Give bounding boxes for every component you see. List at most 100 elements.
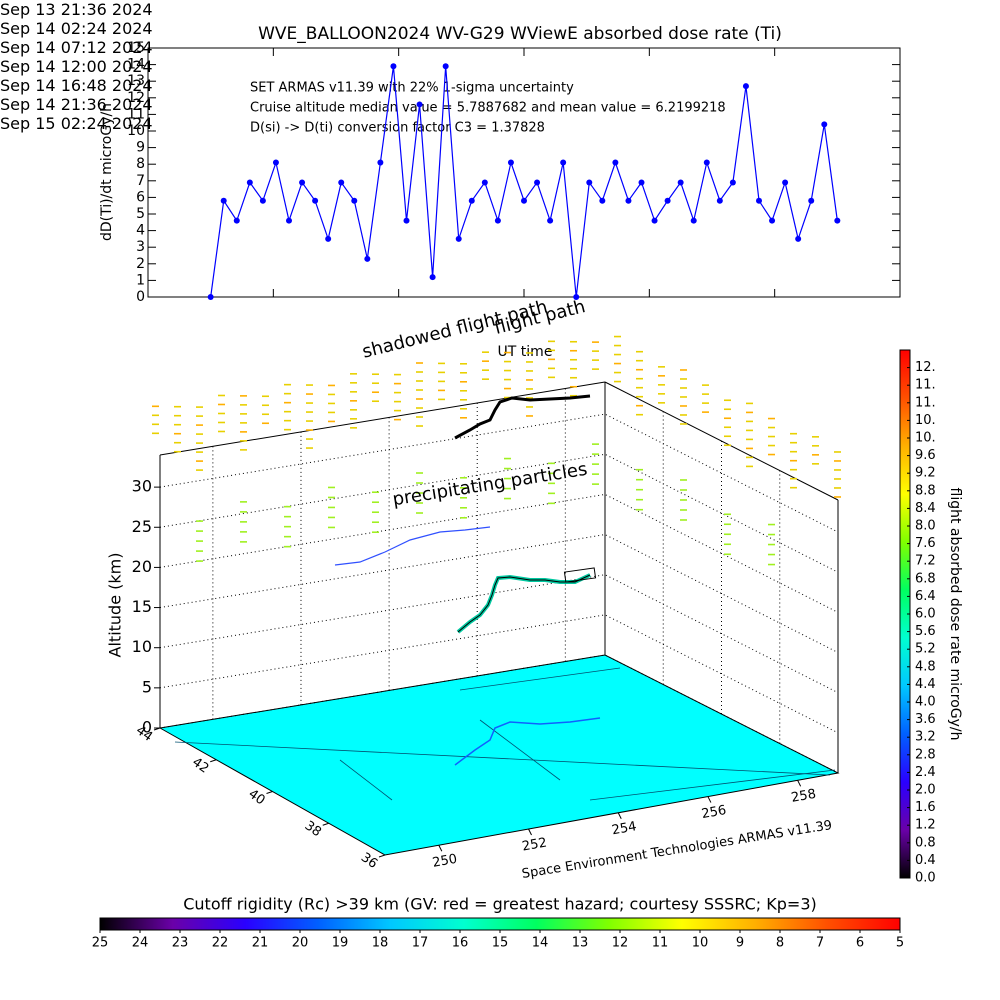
y-axis-label: dD(Ti)/dt microGy/h: [99, 103, 115, 241]
map-border: [589, 769, 836, 801]
colorbar-tick-label: 15: [492, 936, 509, 951]
y-tick-label: 11: [127, 106, 145, 122]
colorbar-tick-label: 10: [692, 936, 709, 951]
y-tick-label: 36: [358, 850, 380, 872]
colorbar-label: flight absorbed dose rate microGy/h: [947, 488, 963, 741]
colorbar-tick-label: 4.0: [915, 695, 936, 710]
colorbar-tick-label: 4.8: [915, 659, 936, 674]
shadow-track: [454, 394, 591, 440]
colorbar-tick-label: 11.: [915, 378, 936, 393]
x-tick-label: 254: [611, 819, 638, 838]
y-tick-label: 5: [136, 206, 145, 222]
data-point: [416, 101, 423, 108]
y-tick-label: 6: [136, 189, 145, 205]
data-point: [677, 179, 684, 186]
colorbar-tick-label: 20: [292, 936, 309, 951]
box-edge: [604, 381, 839, 501]
map-border: [339, 759, 393, 801]
data-point: [821, 121, 828, 128]
x-tick-label: Sep 14 02:24 2024: [0, 19, 153, 38]
colorbar-tick-label: 18: [372, 936, 389, 951]
colorbar-tick-label: 8: [776, 936, 784, 951]
box-edge: [159, 381, 606, 456]
data-point: [286, 217, 292, 224]
data-point: [312, 197, 319, 204]
colorbar-tick-label: 6.0: [915, 607, 936, 622]
colorbar-tick-label: 9: [736, 936, 744, 951]
colorbar-tick-label: 2.8: [915, 747, 936, 762]
data-point: [834, 217, 841, 224]
z-tick-label: 5: [142, 677, 152, 696]
credit: Space Environment Technologies ARMAS v11…: [521, 818, 833, 882]
data-point: [364, 255, 371, 262]
colorbar-tick-label: 2.0: [915, 783, 936, 798]
y-tick-label: 15: [127, 40, 145, 56]
y-tick: [378, 854, 386, 858]
y-tick: [266, 791, 273, 794]
y-tick-label: 7: [136, 173, 145, 189]
data-point: [534, 179, 541, 186]
mid-trace: [334, 526, 491, 566]
x-tick-label: Sep 14 07:12 2024: [0, 38, 153, 57]
colorbar-tick-label: 6.4: [915, 589, 936, 604]
y-tick-label: 2: [136, 256, 145, 272]
data-point: [325, 235, 332, 242]
data-point: [272, 159, 279, 166]
colorbar-tick-label: 5: [896, 936, 904, 951]
data-point: [638, 179, 645, 186]
colorbar-tick-label: 10.: [915, 431, 936, 446]
data-point: [729, 179, 736, 186]
x-tick-label: 250: [431, 852, 458, 871]
data-point: [756, 197, 762, 204]
colorbar-tick-label: 6.8: [915, 571, 936, 586]
colorbar-tick-label: 16: [452, 936, 469, 951]
y-tick-label: 4: [136, 223, 145, 239]
colorbar-tick-label: 0.4: [915, 853, 936, 868]
colorbar-tick-label: 11.: [915, 395, 936, 410]
y-tick-label: 10: [127, 123, 145, 139]
data-point: [207, 294, 214, 300]
data-point: [403, 217, 410, 224]
data-point: [795, 235, 802, 242]
colorbar-tick-label: 6: [856, 936, 864, 951]
colorbar-tick-label: 12.: [915, 360, 936, 375]
colorbar-tick-label: 23: [172, 936, 189, 951]
colorbar-label: Cutoff rigidity (Rc) >39 km (GV: red = g…: [183, 895, 817, 914]
colorbar-tick-label: 9.2: [915, 466, 936, 481]
colorbar-tick-label: 3.6: [915, 712, 936, 727]
x-tick: [528, 828, 532, 836]
data-point: [560, 159, 567, 166]
data-point: [481, 179, 488, 186]
grid-line: [159, 534, 839, 654]
annotation: precipitating particles: [391, 459, 589, 511]
y-tick-label: 42: [189, 755, 211, 777]
x-tick: [707, 796, 712, 803]
colorbar-tick-label: 17: [412, 936, 429, 951]
data-point: [455, 235, 462, 242]
colorbar-tick-label: 5.2: [915, 642, 936, 657]
floor-track: [454, 717, 601, 766]
map-border: [479, 719, 561, 781]
data-point: [429, 274, 436, 281]
colorbar-tick-label: 3.2: [915, 730, 936, 745]
data-point: [808, 197, 815, 204]
x-axis-label: UT time: [498, 344, 553, 360]
y-tick-label: 3: [136, 239, 145, 255]
data-point: [651, 217, 658, 224]
colorbar-tick-label: 22: [212, 936, 229, 951]
data-point: [625, 197, 632, 204]
payload-marker: [563, 567, 597, 583]
data-point: [468, 197, 475, 204]
flight-track: [456, 573, 591, 634]
y-tick-label: 14: [127, 57, 145, 73]
z-tick-label: 0: [142, 718, 152, 737]
colorbar-tick-label: 8.4: [915, 501, 936, 516]
z-tick-label: 30: [132, 477, 152, 496]
data-point: [703, 159, 710, 166]
data-point: [377, 159, 384, 166]
data-point: [690, 217, 697, 224]
colorbar-tick-label: 19: [332, 936, 349, 951]
z-tick-label: 20: [132, 557, 152, 576]
x-tick: [617, 812, 622, 820]
